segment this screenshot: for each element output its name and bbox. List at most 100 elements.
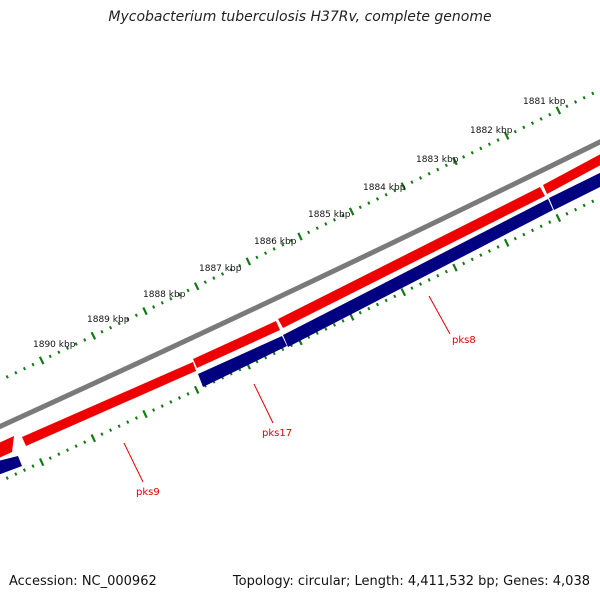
scale-tick xyxy=(375,197,380,201)
forward-gene[interactable] xyxy=(193,321,280,368)
scale-label: 1888 kbp xyxy=(143,290,186,300)
gene-label-leaders xyxy=(123,295,451,483)
scale-tick xyxy=(90,434,96,443)
scale-tick xyxy=(341,319,345,323)
scale-tick xyxy=(134,313,138,318)
scale-tick xyxy=(83,338,87,342)
scale-tick xyxy=(38,356,45,365)
scale-tick xyxy=(470,150,474,155)
scale-tick xyxy=(470,257,474,262)
scale-tick xyxy=(100,329,104,334)
scale-tick xyxy=(418,282,423,286)
scale-tick xyxy=(573,207,578,212)
scale-label: 1884 kbp xyxy=(363,183,406,193)
scale-tick xyxy=(444,269,448,274)
scale-tick xyxy=(427,171,431,176)
scale-tick xyxy=(74,444,78,448)
inner-tick-ring xyxy=(0,196,600,484)
scale-tick xyxy=(297,232,303,241)
scale-tick xyxy=(358,205,362,210)
scale-label: 1885 kbp xyxy=(308,210,351,220)
reverse-strand-track xyxy=(0,168,600,478)
forward-gene[interactable] xyxy=(278,187,545,328)
scale-tick xyxy=(462,261,466,266)
scale-tick xyxy=(462,155,466,159)
scale-tick xyxy=(496,138,500,142)
scale-tick xyxy=(539,117,543,121)
scale-tick xyxy=(238,263,242,268)
scale-tick xyxy=(548,112,552,117)
scale-label: 1883 kbp xyxy=(416,155,459,165)
scale-tick xyxy=(134,416,138,420)
forward-gene[interactable] xyxy=(0,436,14,462)
scale-tick xyxy=(384,192,388,197)
scale-tick xyxy=(565,104,569,109)
scale-tick xyxy=(272,247,276,251)
scale-tick xyxy=(193,282,200,291)
scale-tick xyxy=(14,472,18,476)
scale-tick xyxy=(315,331,319,335)
scale-tick xyxy=(126,420,130,424)
scale-tick xyxy=(367,201,371,205)
scale-tick xyxy=(160,301,164,305)
scale-tick xyxy=(14,370,18,375)
scale-tick xyxy=(539,224,543,229)
scale-tick xyxy=(332,323,337,327)
gene-label-pks17[interactable]: pks17 xyxy=(262,428,292,439)
scale-labels: 1881 kbp 1882 kbp 1883 kbp 1884 kbp 1885… xyxy=(33,97,566,350)
scale-tick xyxy=(530,121,535,125)
scale-tick xyxy=(203,280,207,284)
scale-tick xyxy=(31,464,35,468)
scale-tick xyxy=(281,243,285,247)
reverse-gene[interactable] xyxy=(198,336,287,387)
scale-tick xyxy=(522,125,526,130)
scale-tick xyxy=(324,327,328,331)
genome-backbone xyxy=(0,139,600,430)
scale-tick xyxy=(229,267,233,272)
scale-tick xyxy=(289,238,293,243)
scale-tick xyxy=(90,331,97,340)
scale-tick xyxy=(152,305,156,309)
scale-tick xyxy=(341,213,345,218)
scale-tick xyxy=(555,213,562,223)
scale-label: 1882 kbp xyxy=(470,126,513,136)
gene-labels: pks8 pks17 pks9 xyxy=(136,335,476,498)
scale-tick xyxy=(503,238,510,247)
gene-label-pks9[interactable]: pks9 xyxy=(136,487,160,498)
scale-tick xyxy=(48,354,52,359)
scale-tick xyxy=(418,176,423,180)
scale-tick xyxy=(5,375,9,379)
scale-tick xyxy=(160,404,164,408)
scale-tick xyxy=(324,222,328,226)
reverse-gene[interactable] xyxy=(549,168,600,210)
scale-tick xyxy=(565,211,569,216)
leader-line xyxy=(253,383,274,424)
scale-tick xyxy=(117,321,121,326)
scale-tick xyxy=(39,458,45,467)
scale-tick xyxy=(487,142,492,147)
scale-tick xyxy=(22,468,27,472)
scale-tick xyxy=(74,342,78,346)
scale-tick xyxy=(65,448,70,452)
scale-tick xyxy=(307,230,311,235)
reverse-gene[interactable] xyxy=(283,199,553,347)
scale-tick xyxy=(57,350,61,355)
scale-tick xyxy=(591,199,595,204)
scale-tick xyxy=(375,302,380,307)
scale-label: 1881 kbp xyxy=(523,97,566,107)
scale-tick xyxy=(582,203,586,208)
scale-tick xyxy=(83,440,87,444)
forward-gene[interactable] xyxy=(22,362,196,446)
scale-tick xyxy=(513,236,517,241)
scale-tick xyxy=(530,228,535,233)
scale-tick xyxy=(384,298,388,303)
reverse-gene[interactable] xyxy=(0,456,22,478)
gene-label-pks8[interactable]: pks8 xyxy=(452,335,476,346)
scale-tick xyxy=(410,286,414,290)
scale-tick xyxy=(65,346,70,350)
scale-tick xyxy=(48,456,52,460)
forward-gene[interactable] xyxy=(543,149,600,194)
scale-tick xyxy=(400,288,407,297)
scale-tick xyxy=(108,325,113,330)
